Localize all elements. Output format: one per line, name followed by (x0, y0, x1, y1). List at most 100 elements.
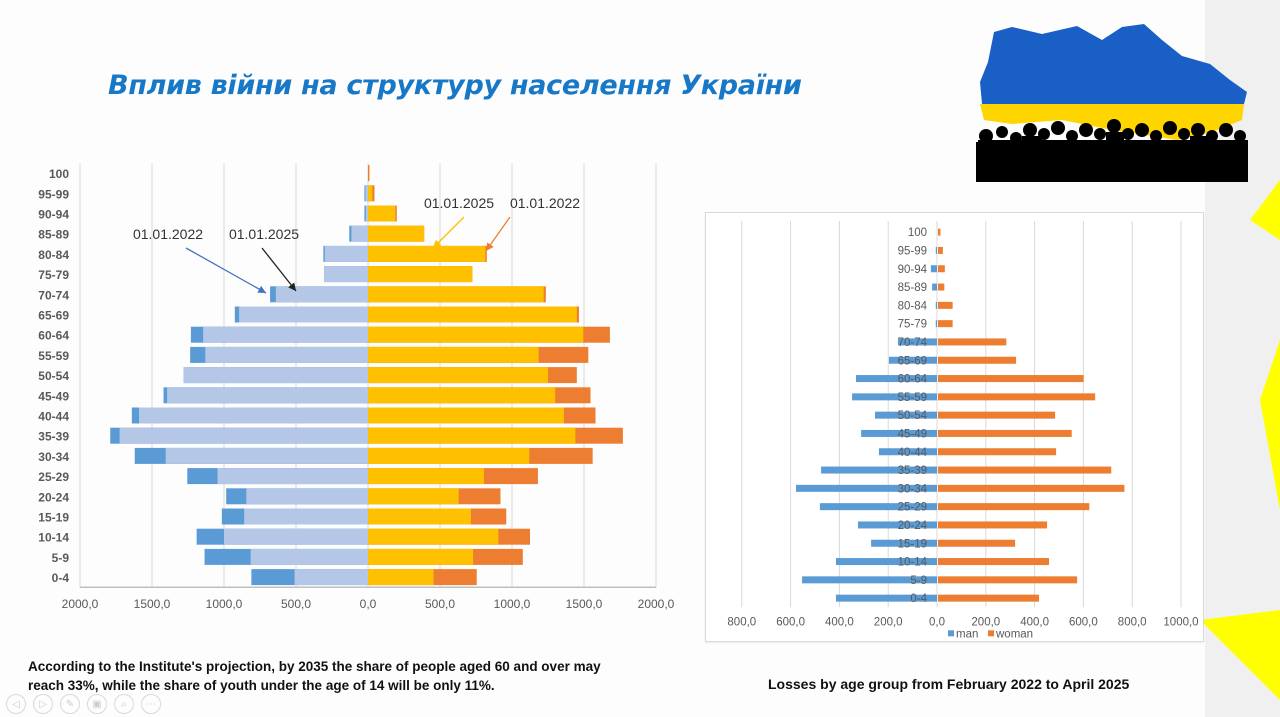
bar-women-2025 (368, 427, 576, 444)
bar-women-2025 (368, 245, 486, 262)
bar-man (935, 320, 937, 328)
x-tick-label: 1500,0 (566, 597, 603, 611)
legend-label-woman: woman (995, 628, 1033, 640)
x-tick-label: 0,0 (929, 616, 945, 628)
bar-men-2025 (365, 185, 368, 202)
category-label: 85-89 (38, 228, 69, 242)
category-label: 5-9 (52, 551, 70, 565)
annotation-label: 01.01.2022 (133, 226, 203, 242)
category-label: 65-69 (38, 309, 69, 323)
bar-man (930, 265, 937, 273)
category-label: 25-29 (38, 470, 69, 484)
legend-label-man: man (956, 628, 978, 640)
category-label: 70-74 (898, 337, 928, 349)
bar-woman (938, 484, 1125, 492)
bar-men-2025 (324, 245, 368, 262)
ukraine-map-image: Map of Ukraine in flag colors with crowd… (976, 24, 1248, 182)
presentation-controls: ◁ ▷ ✎ ▣ ⌕ ⋯ (6, 694, 161, 714)
bar-man (935, 246, 937, 254)
x-tick-label: 2000,0 (638, 597, 675, 611)
category-label: 35-39 (898, 465, 927, 477)
annotation-arrow (185, 247, 267, 294)
bar-men-2025 (250, 548, 368, 565)
annotation-label: 01.01.2022 (510, 195, 580, 211)
bar-man (835, 594, 937, 602)
bar-women-2025 (368, 266, 473, 283)
bar-woman (938, 466, 1112, 474)
bar-man (861, 429, 937, 437)
x-tick-label: 800,0 (727, 616, 756, 628)
bar-women-2025 (368, 468, 484, 485)
pen-icon[interactable]: ✎ (60, 694, 80, 714)
slides-overview-icon[interactable]: ▣ (87, 694, 107, 714)
category-label: 100 (908, 227, 927, 239)
category-label: 80-84 (38, 248, 69, 262)
bar-men-2025 (294, 569, 368, 586)
more-options-icon[interactable]: ⋯ (141, 694, 161, 714)
category-label: 65-69 (898, 355, 927, 367)
x-tick-label: 200,0 (874, 616, 903, 628)
bar-men-2025 (246, 488, 368, 505)
projection-caption-line-1: According to the Institute's projection,… (28, 659, 601, 674)
bar-women-2022 (368, 165, 370, 182)
category-label: 95-99 (38, 187, 69, 201)
category-label: 75-79 (38, 268, 69, 282)
bar-man (819, 503, 937, 511)
category-label: 90-94 (38, 208, 69, 222)
category-label: 35-39 (38, 430, 69, 444)
yellow-decoration (1200, 180, 1280, 700)
bar-men-2025 (139, 407, 368, 424)
zoom-icon[interactable]: ⌕ (114, 694, 134, 714)
x-tick-label: 200,0 (971, 616, 1000, 628)
annotation-label: 01.01.2025 (424, 195, 494, 211)
bar-women-2025 (368, 225, 425, 242)
bar-men-2025 (205, 346, 368, 363)
bar-man (802, 576, 937, 584)
projection-caption-line-2: reach 33%, while the share of youth unde… (28, 678, 495, 693)
x-tick-label: 1000,0 (1163, 616, 1198, 628)
bar-man (932, 283, 937, 291)
bar-woman (938, 503, 1090, 511)
previous-slide-icon[interactable]: ◁ (6, 694, 26, 714)
bar-men-2025 (203, 326, 368, 343)
bar-woman (938, 594, 1040, 602)
category-label: 30-34 (38, 450, 69, 464)
bar-woman (938, 338, 1007, 346)
category-label: 45-49 (38, 389, 69, 403)
losses-caption: Losses by age group from February 2022 t… (768, 676, 1130, 692)
bar-women-2025 (368, 569, 434, 586)
x-tick-label: 1500,0 (134, 597, 171, 611)
next-slide-icon[interactable]: ▷ (33, 694, 53, 714)
category-label: 70-74 (38, 288, 69, 302)
bar-man (835, 558, 937, 566)
bar-men-2025 (239, 306, 368, 323)
annotation-arrow (485, 216, 511, 252)
x-tick-label: 2000,0 (62, 597, 99, 611)
legend-swatch-woman (988, 630, 994, 637)
bar-women-2025 (368, 185, 373, 202)
bar-man (878, 448, 937, 456)
bar-men-2025 (244, 508, 368, 525)
category-label: 90-94 (898, 264, 928, 276)
category-label: 30-34 (898, 483, 928, 495)
bar-woman (938, 265, 945, 273)
bar-women-2025 (368, 387, 556, 404)
bar-women-2025 (368, 306, 577, 323)
x-tick-label: 1000,0 (494, 597, 531, 611)
category-label: 60-64 (38, 329, 69, 343)
category-label: 55-59 (898, 392, 927, 404)
bar-woman (938, 558, 1050, 566)
projection-caption: According to the Institute's projection,… (28, 657, 728, 695)
bar-man (821, 466, 937, 474)
x-tick-label: 400,0 (825, 616, 854, 628)
bar-woman (938, 228, 941, 236)
bar-man (855, 375, 937, 383)
category-label: 10-14 (38, 531, 69, 545)
bar-women-2025 (368, 367, 548, 384)
bar-men-2025 (217, 468, 368, 485)
category-label: 15-19 (38, 511, 69, 525)
category-label: 10-14 (898, 557, 928, 569)
bar-men-2025 (165, 447, 368, 464)
bar-woman (938, 246, 943, 254)
annotation-arrow (261, 247, 297, 292)
